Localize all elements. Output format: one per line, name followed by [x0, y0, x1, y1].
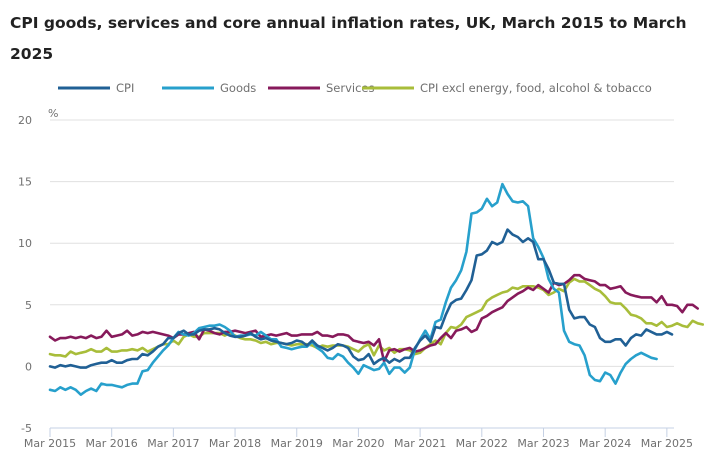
legend-item[interactable]: Goods: [162, 81, 256, 95]
x-axis: Mar 2015 Mar 2016 Mar 2017 Mar 2018 Mar 2019…: [24, 427, 693, 450]
x-tick-label: Mar 2024: [579, 437, 631, 450]
x-tick-label: Mar 2017: [147, 437, 199, 450]
y-tick-label: -5: [21, 422, 32, 435]
x-tick-label: Mar 2021: [394, 437, 446, 450]
series-line-cpi: [48, 228, 674, 369]
y-axis: 20 15 10 5 0 -5: [18, 114, 32, 435]
legend-label: CPI: [116, 81, 134, 95]
x-tick-label: Mar 2022: [456, 437, 508, 450]
y-tick-label: 20: [18, 114, 32, 127]
legend-item[interactable]: Services: [268, 81, 375, 95]
legend-label: Goods: [220, 81, 256, 95]
x-tick-label: Mar 2020: [332, 437, 384, 450]
x-tick-label: Mar 2018: [209, 437, 261, 450]
chart-title: CPI goods, services and core annual infl…: [10, 14, 687, 63]
legend-item[interactable]: CPI: [58, 81, 134, 95]
legend-label: Services: [326, 81, 375, 95]
series-line-cpi-excl-energy-food-alcohol-tobacco: [48, 277, 704, 358]
legend-item[interactable]: CPI excl energy, food, alcohol & tobacco: [362, 81, 652, 95]
gridlines: [50, 119, 674, 367]
x-tick-label: Mar 2025: [641, 437, 693, 450]
legend: CPI Goods Services CPI excl energy, food, a…: [58, 81, 652, 95]
series-lines: [48, 182, 704, 397]
x-tick-label: Mar 2019: [271, 437, 323, 450]
y-tick-label: 10: [18, 237, 32, 250]
series-line-services: [48, 273, 700, 363]
x-tick-label: Mar 2016: [86, 437, 138, 450]
y-axis-unit-label: %: [48, 107, 58, 120]
y-tick-label: 5: [25, 299, 32, 312]
x-tick-label: Mar 2015: [24, 437, 76, 450]
series-line-goods: [48, 182, 658, 397]
y-tick-label: 0: [25, 360, 32, 373]
legend-label: CPI excl energy, food, alcohol & tobacco: [420, 81, 652, 95]
x-tick-label: Mar 2023: [517, 437, 569, 450]
y-tick-label: 15: [18, 176, 32, 189]
